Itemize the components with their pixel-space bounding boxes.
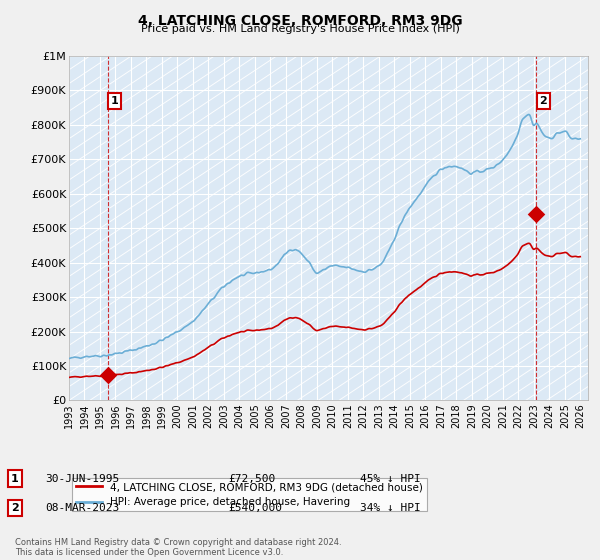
Point xyxy=(532,210,541,219)
Legend: 4, LATCHING CLOSE, ROMFORD, RM3 9DG (detached house), HPI: Average price, detach: 4, LATCHING CLOSE, ROMFORD, RM3 9DG (det… xyxy=(71,478,427,511)
Text: £72,500: £72,500 xyxy=(228,474,275,484)
Text: 45% ↓ HPI: 45% ↓ HPI xyxy=(360,474,421,484)
Text: 1: 1 xyxy=(11,474,19,484)
Text: 1: 1 xyxy=(110,96,118,106)
Text: 08-MAR-2023: 08-MAR-2023 xyxy=(45,503,119,513)
Text: 4, LATCHING CLOSE, ROMFORD, RM3 9DG: 4, LATCHING CLOSE, ROMFORD, RM3 9DG xyxy=(137,14,463,28)
Text: 34% ↓ HPI: 34% ↓ HPI xyxy=(360,503,421,513)
Text: 2: 2 xyxy=(539,96,547,106)
Text: Price paid vs. HM Land Registry's House Price Index (HPI): Price paid vs. HM Land Registry's House … xyxy=(140,24,460,34)
Text: Contains HM Land Registry data © Crown copyright and database right 2024.
This d: Contains HM Land Registry data © Crown c… xyxy=(15,538,341,557)
Text: 30-JUN-1995: 30-JUN-1995 xyxy=(45,474,119,484)
Point xyxy=(103,371,112,380)
Text: £540,000: £540,000 xyxy=(228,503,282,513)
Text: 2: 2 xyxy=(11,503,19,513)
